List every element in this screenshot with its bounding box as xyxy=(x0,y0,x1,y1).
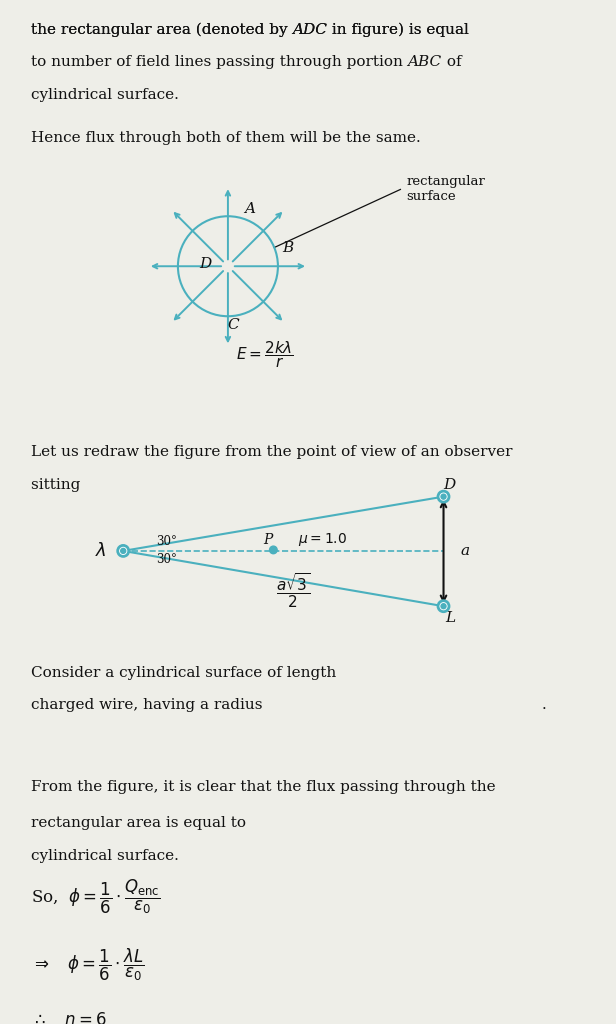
Text: sitting: sitting xyxy=(31,478,85,493)
Text: Consider a cylindrical surface of length: Consider a cylindrical surface of length xyxy=(31,666,341,680)
Circle shape xyxy=(441,604,446,608)
Circle shape xyxy=(438,492,449,502)
Text: the rectangular area (denoted by: the rectangular area (denoted by xyxy=(31,23,293,37)
Text: ADC: ADC xyxy=(293,23,327,37)
Circle shape xyxy=(121,549,126,553)
Circle shape xyxy=(441,495,446,499)
Text: P: P xyxy=(264,532,273,547)
Text: cylindrical surface.: cylindrical surface. xyxy=(31,88,179,102)
Text: the rectangular area (denoted by: the rectangular area (denoted by xyxy=(31,23,293,37)
Text: L: L xyxy=(445,611,456,626)
Circle shape xyxy=(270,546,277,554)
Text: Let us redraw the figure from the point of view of an observer: Let us redraw the figure from the point … xyxy=(31,445,513,460)
Text: cylindrical surface.: cylindrical surface. xyxy=(31,849,179,863)
Text: $\mu = 1.0$: $\mu = 1.0$ xyxy=(298,531,347,549)
Text: So,  $\phi = \dfrac{1}{6} \cdot \dfrac{Q_{\mathrm{enc}}}{\varepsilon_0}$: So, $\phi = \dfrac{1}{6} \cdot \dfrac{Q_… xyxy=(31,878,160,915)
Text: in figure) is equal: in figure) is equal xyxy=(327,23,469,37)
Text: $\lambda$: $\lambda$ xyxy=(95,542,107,560)
Text: $\Rightarrow \quad \phi = \dfrac{1}{6} \cdot \dfrac{\lambda L}{\varepsilon_0}$: $\Rightarrow \quad \phi = \dfrac{1}{6} \… xyxy=(31,947,144,983)
Text: C: C xyxy=(227,318,239,332)
Text: .: . xyxy=(542,698,547,713)
Text: of: of xyxy=(442,55,461,70)
Text: in figure) is equal: in figure) is equal xyxy=(327,23,469,37)
Text: rectangular
surface: rectangular surface xyxy=(407,175,485,204)
Text: $\dfrac{a\sqrt{3}}{2}$: $\dfrac{a\sqrt{3}}{2}$ xyxy=(276,571,310,609)
Text: rectangular area is equal to: rectangular area is equal to xyxy=(31,816,251,830)
Circle shape xyxy=(438,601,449,611)
Text: D: D xyxy=(200,257,211,271)
Text: A: A xyxy=(245,202,256,215)
Text: Hence flux through both of them will be the same.: Hence flux through both of them will be … xyxy=(31,131,421,144)
Text: ADC: ADC xyxy=(293,23,327,37)
Text: ABC: ABC xyxy=(408,55,442,70)
Circle shape xyxy=(118,546,129,556)
Text: B: B xyxy=(282,241,294,255)
Text: $E = \dfrac{2k\lambda}{r}$: $E = \dfrac{2k\lambda}{r}$ xyxy=(236,339,294,370)
Text: a: a xyxy=(461,545,470,558)
Text: charged wire, having a radius: charged wire, having a radius xyxy=(31,698,267,713)
Text: $\therefore \quad n = 6$: $\therefore \quad n = 6$ xyxy=(31,1012,107,1024)
Text: 30°: 30° xyxy=(156,536,177,549)
Text: D: D xyxy=(444,477,456,492)
Text: 30°: 30° xyxy=(156,553,177,566)
Text: to number of field lines passing through portion: to number of field lines passing through… xyxy=(31,55,408,70)
Text: From the figure, it is clear that the flux passing through the: From the figure, it is clear that the fl… xyxy=(31,780,495,795)
